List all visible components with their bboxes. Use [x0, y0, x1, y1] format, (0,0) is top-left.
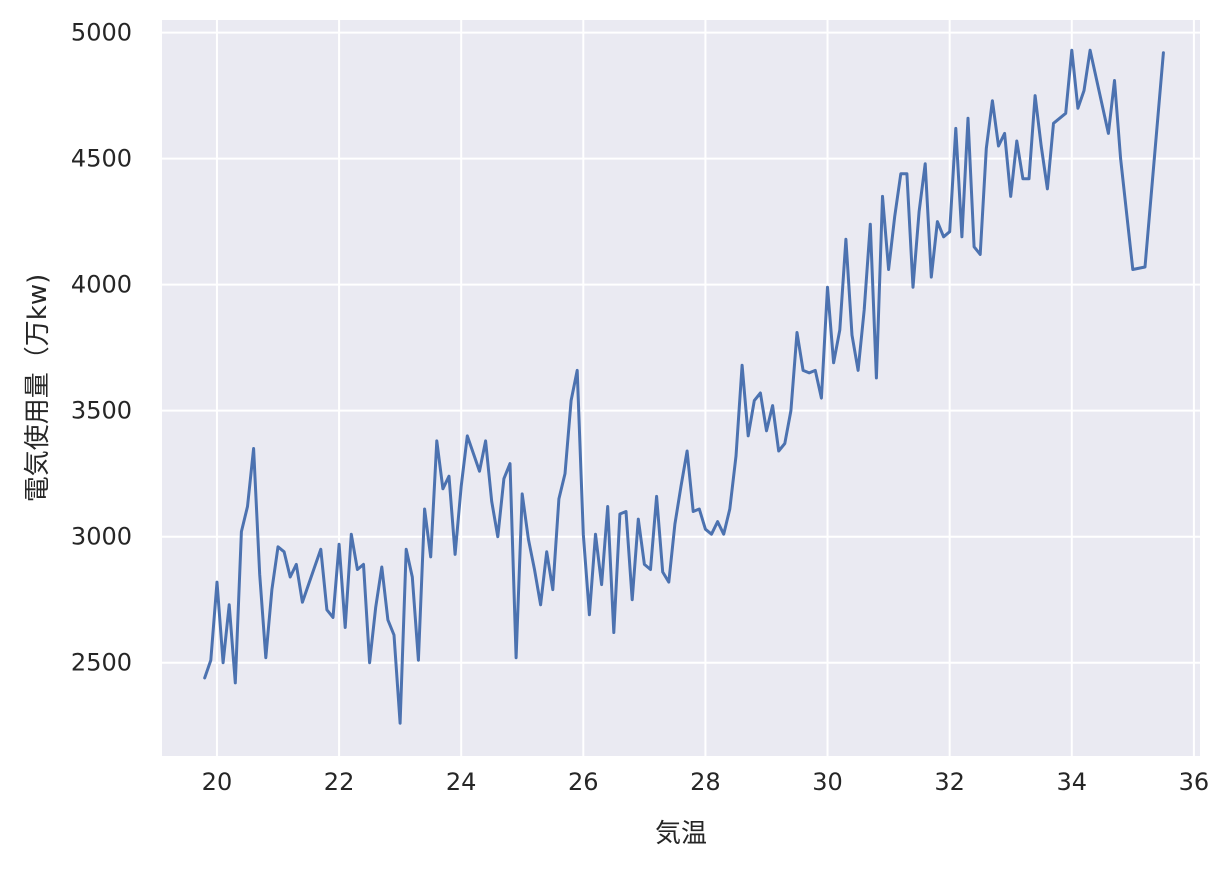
y-axis-label: 電気使用量（万kw)	[23, 274, 53, 502]
y-tick-label: 2500	[71, 649, 132, 677]
y-tick-label: 3500	[71, 397, 132, 425]
x-tick-label: 36	[1179, 768, 1210, 796]
tick-labels: 20 22 24 26 28 30 32 34 36 2500 3000 3500 4000 4500 50…	[71, 19, 1209, 796]
x-tick-label: 22	[324, 768, 355, 796]
y-tick-label: 5000	[71, 19, 132, 47]
x-tick-label: 26	[568, 768, 599, 796]
data-series	[203, 48, 1165, 725]
series-line	[203, 48, 1165, 725]
x-tick-label: 28	[690, 768, 721, 796]
x-tick-label: 34	[1057, 768, 1088, 796]
plot-area	[162, 20, 1200, 756]
y-tick-label: 3000	[71, 523, 132, 551]
x-tick-label: 24	[446, 768, 477, 796]
x-tick-label: 30	[812, 768, 843, 796]
y-tick-label: 4500	[71, 145, 132, 173]
grid-lines	[162, 20, 1200, 756]
x-axis-label: 気温	[655, 819, 707, 849]
y-tick-label: 4000	[71, 271, 132, 299]
x-tick-label: 32	[934, 768, 965, 796]
x-tick-label: 20	[202, 768, 233, 796]
